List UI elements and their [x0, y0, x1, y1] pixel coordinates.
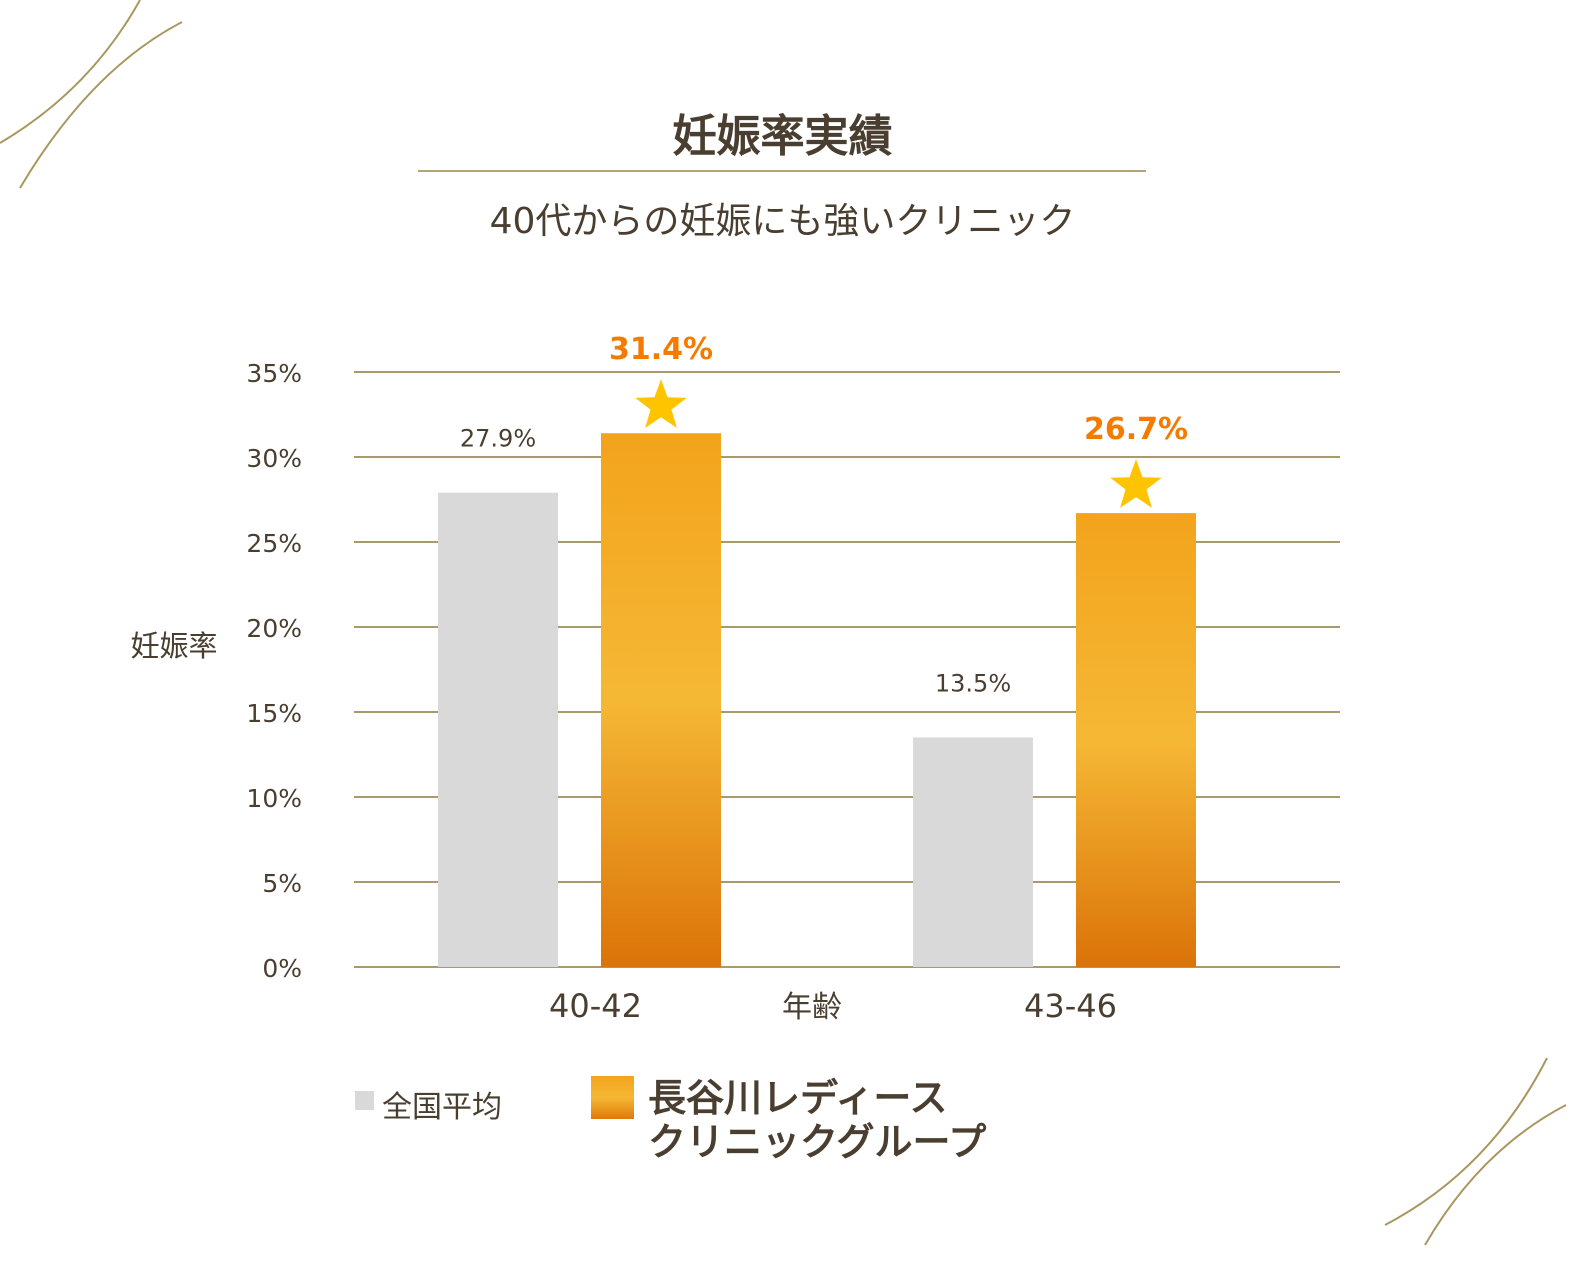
- x-tick-label: 40-42: [549, 987, 642, 1025]
- data-label-highlight: 31.4%: [609, 332, 713, 367]
- y-tick-label: 10%: [246, 784, 302, 813]
- y-tick-label: 0%: [262, 954, 302, 983]
- bar-hasegawa: [601, 433, 721, 967]
- x-axis-label: 年齢: [782, 990, 842, 1025]
- x-tick-label: 43-46: [1024, 987, 1117, 1025]
- legend-label-line2: クリニックグループ: [648, 1120, 987, 1164]
- y-tick-label: 25%: [246, 529, 302, 558]
- y-tick-label: 5%: [262, 869, 302, 898]
- legend-item-hasegawa: 長谷川レディース クリニックグループ: [591, 1076, 986, 1164]
- data-label-highlight: 26.7%: [1084, 412, 1188, 447]
- decoration-top-left: [0, 0, 183, 189]
- data-label: 13.5%: [935, 670, 1011, 698]
- star-icon: [635, 379, 687, 428]
- chart-subtitle: 40代からの妊娠にも強いクリニック: [489, 201, 1076, 242]
- bar-hasegawa: [1076, 513, 1196, 967]
- legend-label-line1: 長谷川レディース: [648, 1076, 948, 1120]
- y-axis-label: 妊娠率: [130, 629, 217, 663]
- legend-label: 全国平均: [382, 1090, 502, 1125]
- title-divider: [418, 170, 1146, 172]
- chart-title: 妊娠率実績: [672, 111, 893, 162]
- star-icon: [1110, 459, 1162, 508]
- y-tick-label: 15%: [246, 699, 302, 728]
- bar-national-average: [438, 492, 558, 967]
- y-tick-label: 20%: [246, 614, 302, 643]
- y-tick-label: 30%: [246, 444, 302, 473]
- bar-national-average: [913, 737, 1033, 967]
- legend-item-national-average: 全国平均: [355, 1082, 502, 1126]
- decoration-bottom-right: [1384, 1057, 1567, 1246]
- legend-swatch-gray: [355, 1091, 374, 1110]
- y-tick-label: 35%: [246, 359, 302, 388]
- legend-swatch-orange: [591, 1076, 634, 1119]
- data-label: 27.9%: [460, 425, 536, 453]
